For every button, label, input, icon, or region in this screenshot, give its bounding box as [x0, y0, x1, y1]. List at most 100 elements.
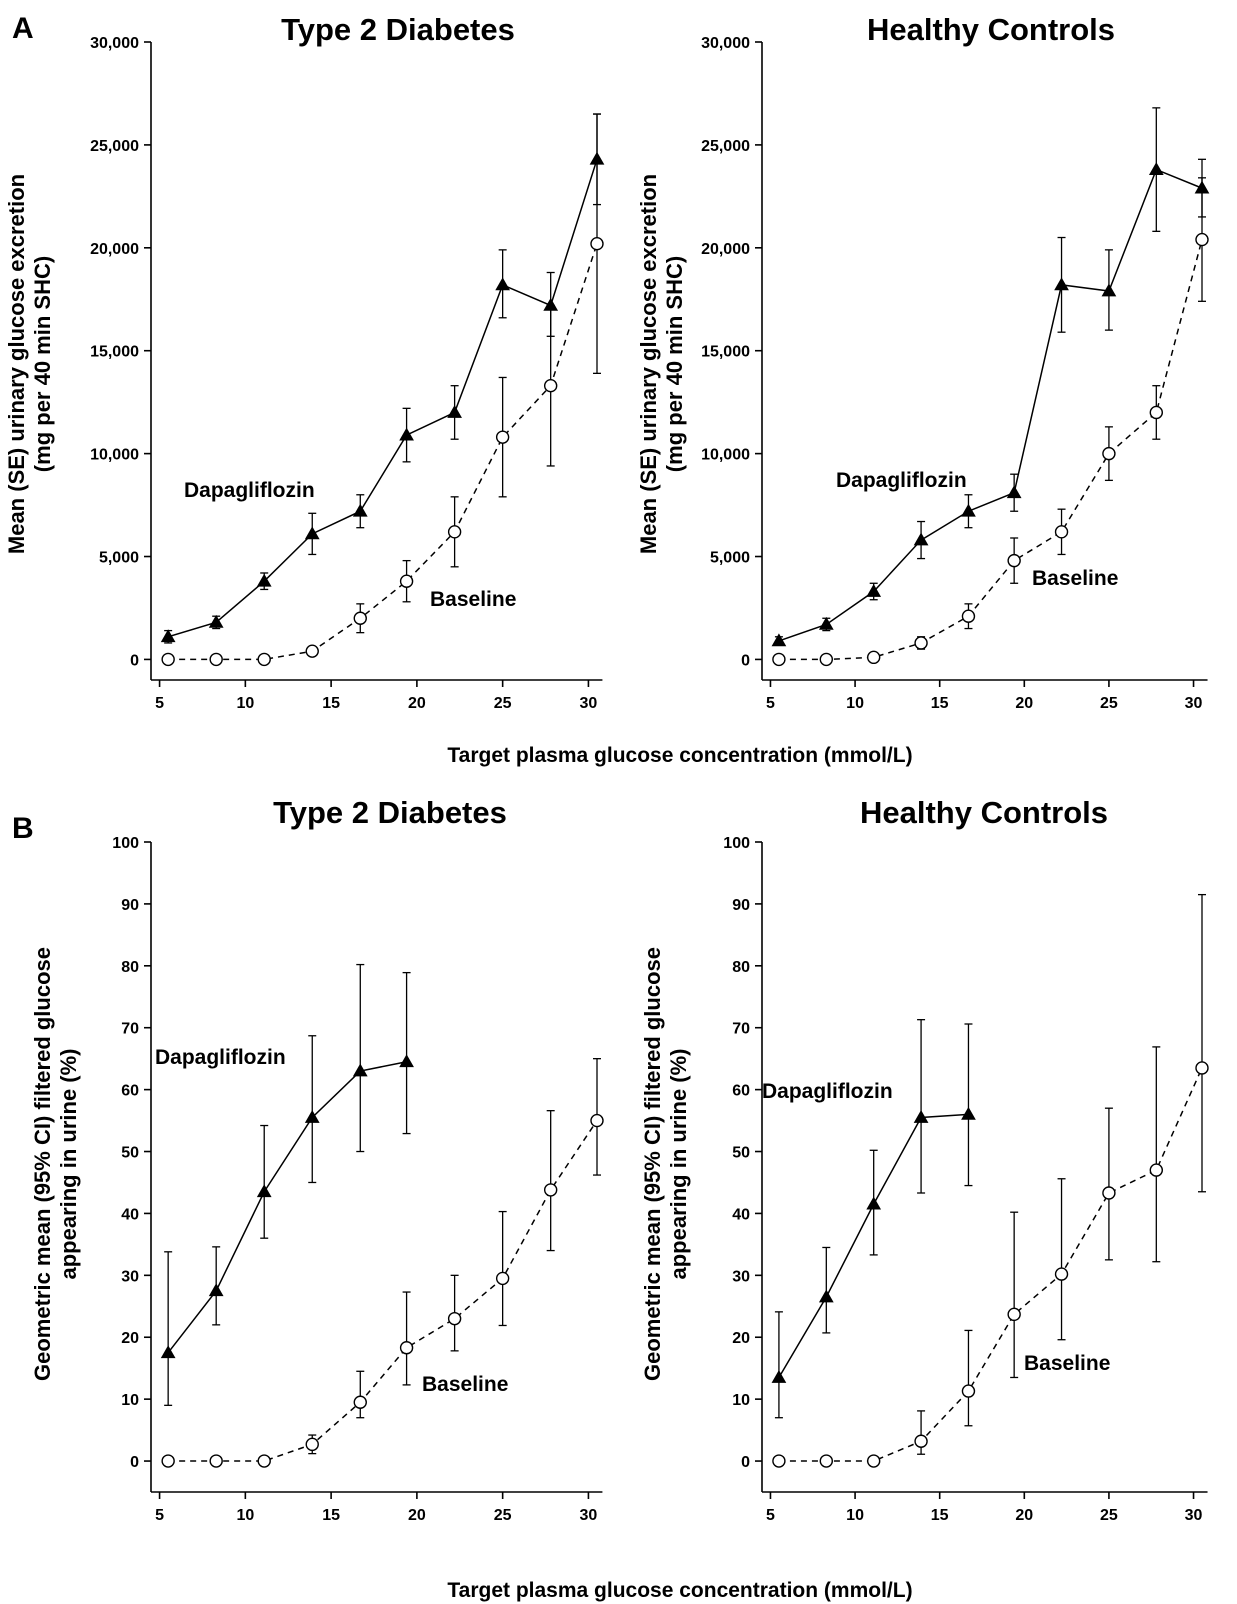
- data-point-triangle: [961, 1106, 976, 1120]
- data-point-triangle: [913, 1109, 929, 1123]
- chart-B-right: Healthy Controls 0 10 20 30 40 50 60 70 80 90 100 5 1…: [723, 795, 1209, 1524]
- error-bar: [1057, 1178, 1066, 1341]
- data-point-triangle: [818, 616, 834, 630]
- data-point-circle: [1195, 1061, 1209, 1075]
- annotation-baseline: Baseline: [430, 588, 516, 611]
- y-tick-label: 15,000: [701, 344, 750, 361]
- annotation-dapagliflozin: Dapagliflozin: [155, 1046, 286, 1069]
- data-point-circle: [819, 652, 834, 667]
- panel-letter-b: B: [12, 812, 34, 845]
- data-point-triangle: [304, 1109, 320, 1123]
- annotation-dapagliflozin: Dapagliflozin: [836, 469, 967, 492]
- series-line: [168, 243, 598, 661]
- y-axis-label-line1: Geometric mean (95% CI) filtered glucose: [640, 947, 665, 1381]
- error-bar: [260, 1124, 269, 1239]
- y-tick-label: 20,000: [90, 241, 139, 258]
- y-tick-label: 40: [732, 1206, 750, 1223]
- data-point-triangle: [961, 503, 976, 517]
- y-tick-label: 0: [130, 1454, 139, 1471]
- data-point-circle: [819, 1454, 834, 1468]
- chart-title: Healthy Controls: [867, 12, 1115, 47]
- data-point-triangle: [818, 1289, 834, 1303]
- series-line: [778, 239, 1203, 661]
- y-tick-label: 30,000: [701, 35, 750, 52]
- y-axis-label-line2: appearing in urine (%): [56, 1048, 81, 1279]
- x-tick-label: 15: [322, 1507, 340, 1524]
- data-point-triangle: [866, 1196, 882, 1210]
- annotation-baseline: Baseline: [1024, 1352, 1110, 1375]
- data-point-circle: [495, 1271, 510, 1286]
- data-point-circle: [209, 1454, 223, 1468]
- series-line: [168, 1120, 598, 1462]
- series-baseline: [772, 177, 1209, 667]
- series-baseline: [161, 113, 604, 667]
- series-baseline: [772, 893, 1209, 1468]
- data-point-triangle: [160, 1345, 176, 1359]
- data-point-circle: [161, 1454, 175, 1468]
- x-tick-label: 5: [155, 695, 164, 712]
- data-point-circle: [495, 430, 510, 444]
- series-dapagliflozin: [771, 1019, 976, 1419]
- chart-title: Healthy Controls: [860, 795, 1108, 830]
- error-bar: [1104, 1107, 1113, 1261]
- y-tick-label: 60: [121, 1083, 139, 1100]
- x-tick-label: 15: [931, 695, 949, 712]
- y-tick-label: 50: [121, 1145, 139, 1162]
- error-bar: [964, 1023, 973, 1187]
- data-point-circle: [1102, 1186, 1116, 1200]
- data-point-triangle: [771, 1369, 787, 1383]
- y-tick-label: 30: [121, 1268, 139, 1285]
- y-tick-label: 70: [732, 1021, 750, 1038]
- data-point-circle: [543, 1183, 558, 1197]
- data-point-circle: [447, 1311, 462, 1326]
- series-line: [778, 1067, 1203, 1462]
- data-point-circle: [209, 652, 223, 667]
- x-axis-label-a: Target plasma glucose concentration (mmo…: [447, 744, 912, 767]
- y-tick-label: 30,000: [90, 35, 139, 52]
- chart-A-left: Type 2 Diabetes 0 5,000 10,000 15,000 20,000 2…: [90, 12, 605, 712]
- y-tick-label: 5,000: [710, 550, 750, 567]
- error-bar: [402, 971, 411, 1135]
- error-bar: [356, 1370, 365, 1419]
- data-point-circle: [353, 611, 367, 625]
- annotation-dapagliflozin: Dapagliflozin: [184, 479, 315, 502]
- y-tick-label: 50: [732, 1145, 750, 1162]
- data-point-circle: [590, 1113, 604, 1128]
- y-tick-label: 40: [121, 1206, 139, 1223]
- y-axis-label-line2: (mg per 40 min SHC): [30, 256, 55, 472]
- data-point-triangle: [399, 427, 414, 441]
- data-point-circle: [353, 1395, 367, 1409]
- y-tick-label: 25,000: [90, 138, 139, 155]
- y-tick-label: 10,000: [701, 447, 750, 464]
- y-tick-label: 10: [121, 1392, 139, 1409]
- x-tick-label: 10: [236, 1507, 254, 1524]
- y-tick-label: 0: [130, 652, 139, 669]
- chart-title: Type 2 Diabetes: [281, 12, 515, 47]
- x-tick-label: 30: [1185, 695, 1203, 712]
- series-dapagliflozin: [160, 113, 605, 644]
- x-tick-label: 10: [846, 695, 864, 712]
- data-point-circle: [590, 236, 604, 251]
- error-bar: [546, 1110, 555, 1252]
- error-bar: [1010, 1211, 1019, 1379]
- x-tick-label: 10: [236, 695, 254, 712]
- series-line: [778, 168, 1203, 642]
- plot-group: Type 2 Diabetes 0 5,000 10,000 15,000 20,000 2…: [90, 12, 1210, 1524]
- y-tick-label: 100: [723, 835, 750, 852]
- data-point-circle: [543, 378, 558, 393]
- data-point-triangle: [256, 573, 272, 587]
- y-axis-label-a-right: Mean (SE) urinary glucose excretion (mg …: [636, 174, 687, 554]
- x-tick-label: 25: [494, 695, 512, 712]
- data-point-circle: [305, 644, 319, 658]
- x-tick-label: 30: [580, 695, 598, 712]
- data-point-circle: [447, 525, 462, 539]
- data-point-circle: [772, 1454, 786, 1468]
- data-point-triangle: [771, 633, 787, 647]
- y-tick-label: 90: [121, 897, 139, 914]
- data-point-triangle: [1101, 283, 1117, 297]
- data-point-circle: [257, 652, 271, 667]
- data-point-circle: [161, 652, 175, 667]
- error-bar: [964, 1329, 973, 1427]
- y-tick-label: 60: [732, 1083, 750, 1100]
